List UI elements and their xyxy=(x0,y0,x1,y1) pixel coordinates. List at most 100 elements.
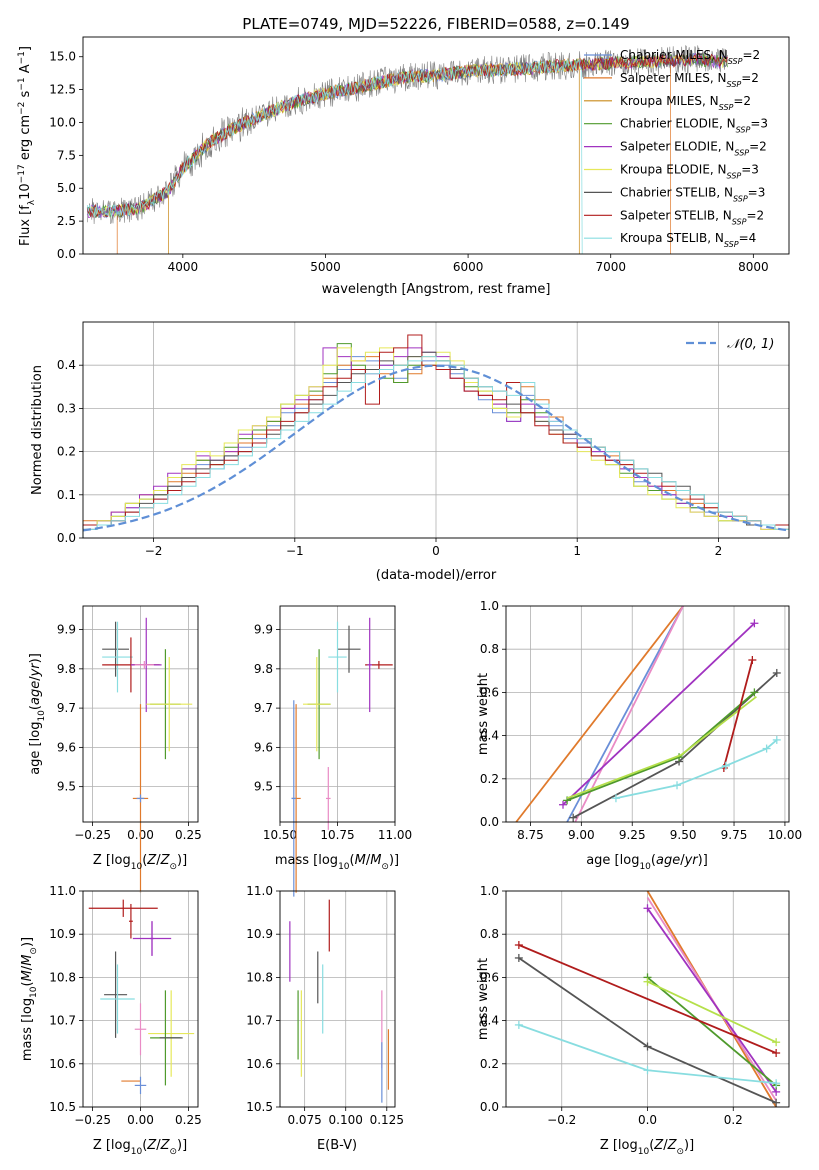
x-tick-label: 9.50 xyxy=(670,828,697,842)
x-tick-label: 10.75 xyxy=(320,828,354,842)
label-part: ( xyxy=(28,705,43,710)
histogram-salpeter_stelib xyxy=(82,334,789,538)
y-tick-label: 10.9 xyxy=(246,927,273,941)
legend-label: Salpeter MILES, N xyxy=(620,71,727,85)
label-part: A xyxy=(18,64,33,77)
legend-sub: SSP xyxy=(734,148,749,157)
y-tick-label: 0.2 xyxy=(480,772,499,786)
x-tick-label: 9.00 xyxy=(568,828,595,842)
legend-entry: Chabrier ELODIE, NSSP=3 xyxy=(620,117,768,135)
x-tick-label: 4000 xyxy=(168,260,199,274)
x-tick-label: 8000 xyxy=(738,260,769,274)
label-part: / xyxy=(663,1138,668,1153)
label-part: / xyxy=(680,853,685,868)
label-part: −1 xyxy=(17,77,27,90)
label-part: ] xyxy=(18,46,33,51)
label-part: age [log xyxy=(28,722,43,775)
label-part: 10 xyxy=(131,1147,143,1157)
label-part: ⊙ xyxy=(381,862,389,872)
y-tick-label: 9.8 xyxy=(254,662,273,676)
legend-suffix: =3 xyxy=(741,163,759,177)
y-tick-label: 9.6 xyxy=(254,740,273,754)
mass-vs-ebv-xlabel: E(B-V) xyxy=(317,1138,357,1153)
label-part: 10 xyxy=(338,862,350,872)
x-tick-label: 6000 xyxy=(453,260,484,274)
label-part: 10 xyxy=(639,862,651,872)
y-tick-label: 11.0 xyxy=(246,884,273,898)
legend-label: Kroupa ELODIE, N xyxy=(620,163,727,177)
label-part: E(B-V) xyxy=(317,1138,357,1153)
spectrum-ylabel: Flux [fλ10−17 erg cm−2 s−1 A−1] xyxy=(17,46,37,246)
label-part: Z [log xyxy=(93,853,131,868)
label-part: Z xyxy=(653,1138,664,1153)
weight-line-salpeter_stelib xyxy=(722,659,754,769)
axes-frame-weight_vs_age xyxy=(505,605,790,823)
weight-line-chabrier_elodie xyxy=(646,976,777,1087)
label-part: yr xyxy=(684,853,700,868)
axes-frame-weight_vs_z xyxy=(505,890,790,1108)
x-tick-label: 2 xyxy=(715,544,723,558)
axes-spectrum: 4000 5000 6000 7000 8000 0.0 2.5 5.0 7.5 10.0 12.5… xyxy=(49,50,768,274)
legend-sub: SSP xyxy=(736,125,751,134)
y-tick-label: 15.0 xyxy=(49,50,76,64)
y-tick-label: 0.0 xyxy=(480,815,499,829)
label-part: −17 xyxy=(17,164,27,183)
x-tick-label: 0.075 xyxy=(287,1113,321,1127)
y-tick-label: 10.6 xyxy=(246,1057,273,1071)
label-part: Z xyxy=(146,853,157,868)
label-part: ( xyxy=(142,853,147,868)
axes-age_vs_z: −0.25 0.00 0.259.59.69.79.89.9 xyxy=(57,606,202,842)
age-vs-mass-xlabel: mass [log10(M/M⊙)] xyxy=(275,853,399,872)
y-tick-label: 0.0 xyxy=(480,1100,499,1114)
label-part: mass weight xyxy=(476,958,491,1040)
label-part: ( xyxy=(20,981,35,986)
label-part: )] xyxy=(177,1138,187,1153)
figure-title: PLATE=0749, MJD=52226, FIBERID=0588, z=0… xyxy=(242,15,629,33)
y-tick-label: 9.9 xyxy=(254,623,273,637)
y-tick-label: 1.0 xyxy=(480,884,499,898)
x-tick-label: −0.25 xyxy=(74,1113,111,1127)
label-part: Flux [f xyxy=(18,205,33,246)
label-part: age xyxy=(28,681,43,705)
axes-frame-mass_vs_z xyxy=(82,890,199,1108)
x-tick-label: 9.75 xyxy=(721,828,748,842)
y-tick-label: 0.8 xyxy=(480,642,499,656)
y-tick-label: 1.0 xyxy=(480,599,499,613)
legend-suffix: =3 xyxy=(748,185,766,199)
weight-vs-z-xlabel: Z [log10(Z/Z⊙)] xyxy=(600,1138,694,1157)
legend-suffix: =2 xyxy=(749,140,767,154)
legend-suffix: =3 xyxy=(750,117,768,131)
y-tick-label: 0.4 xyxy=(480,729,499,743)
y-tick-label: 10.5 xyxy=(49,1100,76,1114)
label-part: 10 xyxy=(37,710,47,722)
normal-legend-label: 𝒩(0, 1) xyxy=(727,337,774,352)
y-tick-label: 10.7 xyxy=(49,1014,76,1028)
y-tick-label: 10.6 xyxy=(49,1057,76,1071)
y-tick-label: 11.0 xyxy=(49,884,76,898)
x-tick-label: 11.00 xyxy=(378,828,412,842)
y-tick-label: 0.1 xyxy=(57,488,76,502)
weight-line-salpeter_elodie xyxy=(646,907,777,1093)
weight-line-chabrier_miles xyxy=(566,605,684,823)
label-part: M xyxy=(355,853,366,868)
legend-label: Salpeter STELIB, N xyxy=(620,208,732,222)
legend-sub: SSP xyxy=(732,217,747,226)
x-tick-label: 10.00 xyxy=(768,828,802,842)
label-part: )] xyxy=(177,853,187,868)
y-tick-label: 0.0 xyxy=(57,247,76,261)
label-part: Z xyxy=(146,1138,157,1153)
mass-vs-z-xlabel: Z [log10(Z/Z⊙)] xyxy=(93,1138,187,1157)
x-tick-label: −2 xyxy=(145,544,163,558)
x-tick-label: 0.100 xyxy=(329,1113,363,1127)
legend-entry: Kroupa STELIB, NSSP=4 xyxy=(620,231,756,249)
y-tick-label: 5.0 xyxy=(57,181,76,195)
x-tick-label: 7000 xyxy=(595,260,626,274)
legend-sub: SSP xyxy=(727,171,742,180)
y-tick-label: 0.0 xyxy=(57,531,76,545)
weight-vs-age-xlabel: age [log10(age/yr)] xyxy=(586,853,708,872)
y-tick-label: 9.9 xyxy=(57,623,76,637)
label-part: λ xyxy=(27,199,37,205)
label-part: 10 xyxy=(29,986,39,998)
y-tick-label: 9.5 xyxy=(254,780,273,794)
